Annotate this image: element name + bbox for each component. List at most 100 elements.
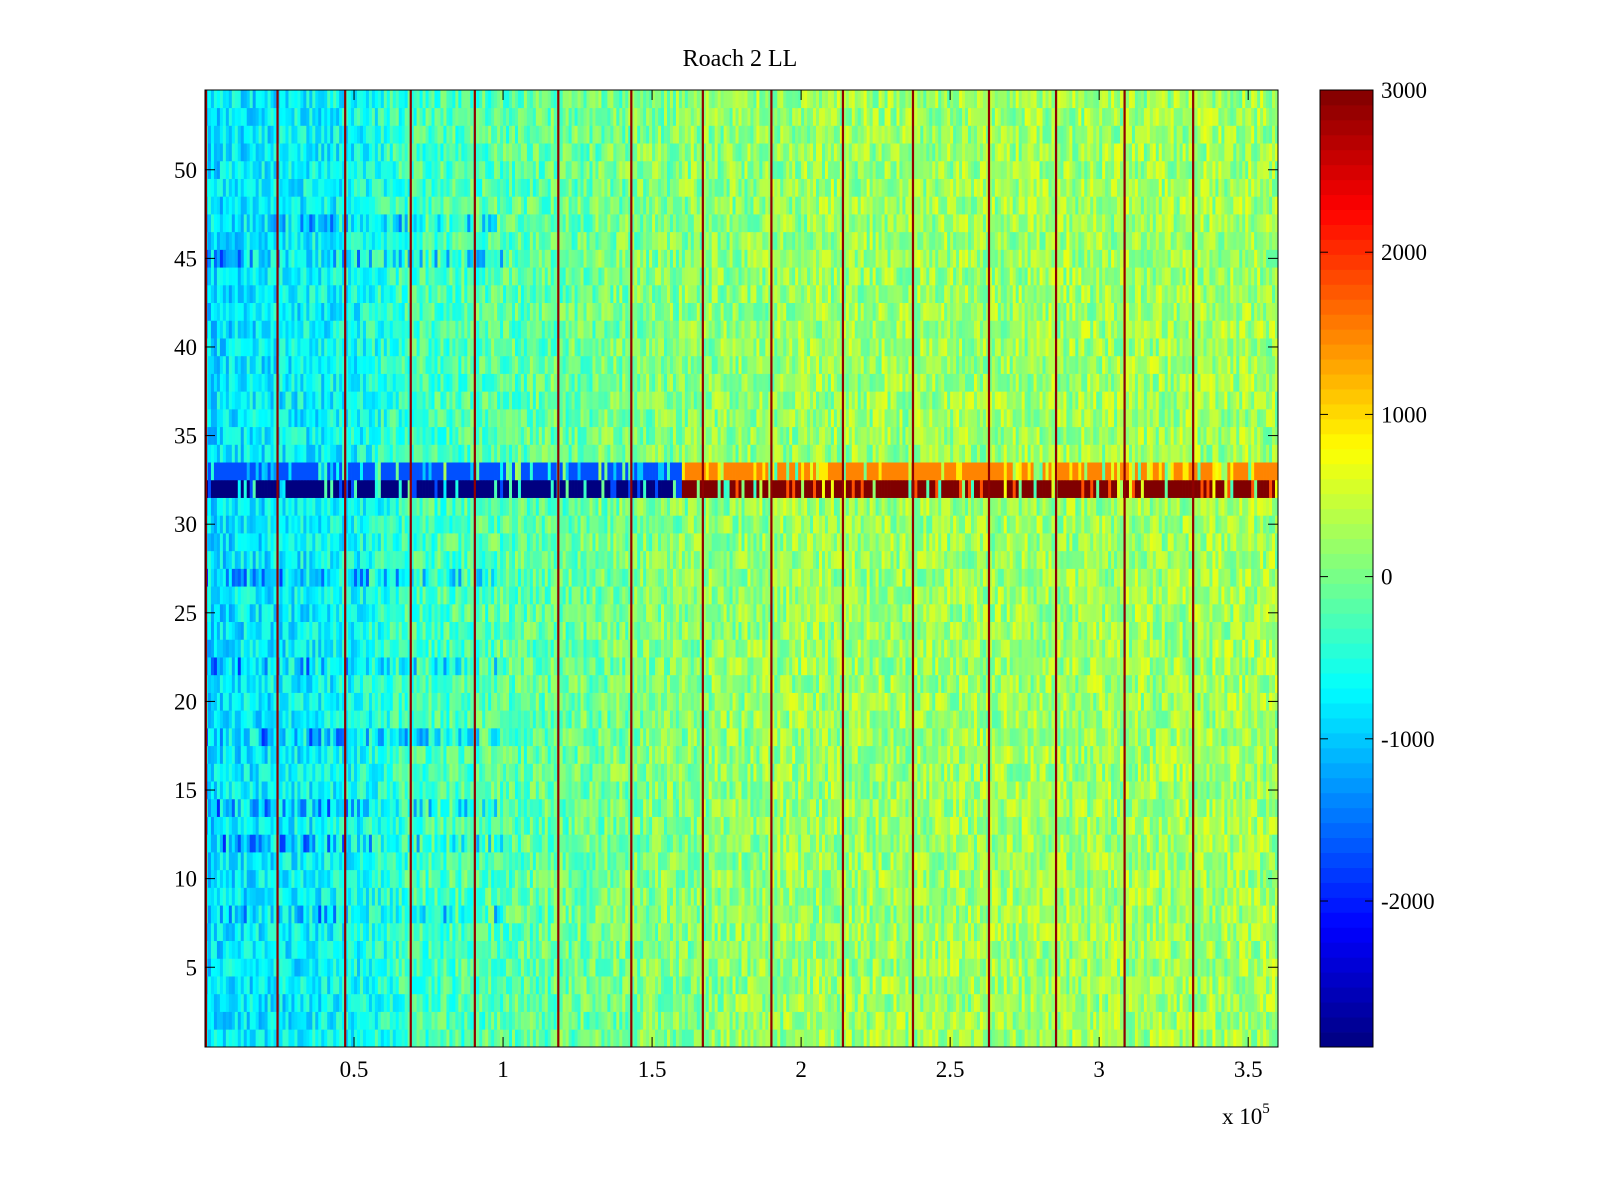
heatmap-cell	[285, 905, 289, 924]
heatmap-cell	[1105, 852, 1109, 871]
heatmap-cell	[532, 852, 537, 871]
heatmap-cell	[1182, 816, 1186, 835]
heatmap-cell	[1200, 852, 1204, 871]
heatmap-cell	[714, 798, 718, 817]
heatmap-cell	[920, 958, 924, 977]
heatmap-cell	[1164, 976, 1169, 995]
heatmap-cell	[741, 834, 745, 853]
heatmap-cell	[1087, 852, 1091, 871]
heatmap-cell	[1203, 905, 1207, 924]
heatmap-cell	[908, 887, 912, 906]
heatmap-cell	[616, 976, 620, 995]
heatmap-cell	[613, 869, 617, 888]
heatmap-cell	[365, 905, 370, 924]
heatmap-cell	[643, 798, 647, 817]
heatmap-cell	[589, 1029, 593, 1048]
heatmap-cell	[1057, 922, 1061, 942]
heatmap-cell	[783, 905, 787, 924]
heatmap-cell	[607, 905, 611, 924]
heatmap-cell	[386, 905, 391, 924]
heatmap-cell	[550, 798, 555, 817]
heatmap-cell	[574, 905, 578, 924]
heatmap-cell	[711, 798, 716, 817]
heatmap-cell	[860, 816, 865, 835]
heatmap-cell	[616, 887, 620, 906]
heatmap-cell	[1182, 976, 1186, 995]
heatmap-cell	[1090, 869, 1094, 888]
heatmap-cell	[1009, 1029, 1014, 1048]
heatmap-cell	[973, 1029, 978, 1048]
heatmap-cell	[1206, 993, 1210, 1012]
heatmap-cell	[1134, 887, 1139, 906]
heatmap-cell	[476, 816, 480, 835]
heatmap-cell	[562, 922, 566, 942]
heatmap-cell	[780, 887, 784, 906]
heatmap-cell	[410, 852, 414, 871]
heatmap-cell	[789, 798, 793, 817]
heatmap-cell	[470, 940, 474, 959]
heatmap-cell	[270, 816, 274, 835]
heatmap-cell	[222, 816, 227, 835]
heatmap-cell	[440, 993, 444, 1012]
heatmap-cell	[1075, 922, 1079, 942]
heatmap-cell	[1263, 834, 1267, 853]
heatmap-cell	[1272, 993, 1276, 1012]
heatmap-cell	[744, 1011, 748, 1030]
heatmap-cell	[702, 1011, 707, 1030]
heatmap-cell	[374, 834, 379, 853]
heatmap-cell	[500, 798, 504, 817]
heatmap-cell	[816, 816, 820, 835]
heatmap-cell	[1215, 869, 1219, 888]
heatmap-cell	[291, 1029, 295, 1048]
heatmap-cell	[622, 1011, 626, 1030]
heatmap-cell	[357, 922, 361, 942]
heatmap-cell	[562, 993, 566, 1012]
heatmap-cell	[1093, 869, 1097, 888]
heatmap-cell	[285, 958, 289, 977]
heatmap-cell	[982, 976, 987, 995]
heatmap-cell	[1039, 834, 1043, 853]
heatmap-cell	[1215, 976, 1219, 995]
heatmap-cell	[979, 798, 984, 817]
heatmap-cell	[336, 958, 340, 977]
heatmap-cell	[845, 1029, 850, 1048]
heatmap-cell	[1009, 887, 1014, 906]
heatmap-cell	[717, 1011, 721, 1030]
heatmap-cell	[485, 798, 489, 817]
heatmap-cell	[213, 905, 218, 924]
heatmap-cell	[643, 852, 647, 871]
heatmap-cell	[559, 798, 564, 817]
heatmap-cell	[696, 798, 701, 817]
heatmap-cell	[1030, 922, 1034, 942]
heatmap-cell	[410, 905, 414, 924]
heatmap-cell	[419, 834, 423, 853]
heatmap-cell	[479, 852, 483, 871]
heatmap-cell	[625, 993, 629, 1012]
heatmap-cell	[973, 905, 978, 924]
heatmap-cell	[506, 834, 510, 853]
heatmap-cell	[547, 922, 552, 942]
heatmap-cell	[950, 993, 954, 1012]
heatmap-cell	[637, 905, 641, 924]
heatmap-cell	[461, 1029, 465, 1048]
heatmap-cell	[398, 922, 403, 942]
heatmap-cell	[1221, 887, 1225, 906]
heatmap-cell	[1149, 905, 1154, 924]
heatmap-cell	[1018, 976, 1023, 995]
heatmap-cell	[953, 958, 957, 977]
heatmap-cell	[851, 958, 856, 977]
heatmap-cell	[494, 905, 498, 924]
heatmap-cell	[1015, 798, 1020, 817]
heatmap-cell	[643, 887, 647, 906]
heatmap-cell	[467, 798, 471, 817]
heatmap-cell	[789, 993, 793, 1012]
heatmap-cell	[711, 922, 716, 942]
heatmap-cell	[324, 869, 328, 888]
heatmap-cell	[348, 1011, 352, 1030]
heatmap-cell	[881, 887, 885, 906]
heatmap-cell	[1173, 816, 1178, 835]
heatmap-cell	[607, 798, 611, 817]
heatmap-cell	[446, 798, 450, 817]
heatmap-cell	[285, 852, 289, 871]
heatmap-cell	[1108, 976, 1112, 995]
